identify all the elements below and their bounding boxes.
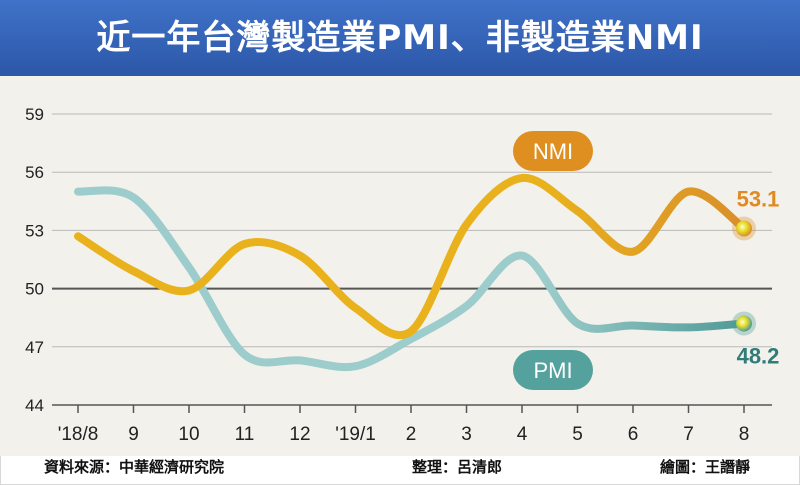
x-tick-label: 12: [289, 424, 310, 445]
series-name-pill-nmi: [513, 131, 593, 171]
graphic-credit: 繪圖：王譖靜: [660, 458, 751, 476]
legend-label-nmi: NMI: [533, 139, 573, 164]
end-value-label-nmi: 53.1: [737, 186, 780, 211]
y-tick-label: 50: [25, 280, 44, 299]
footer: 資料來源：中華經濟研究院 整理：呂清郎 繪圖：王譖靜: [0, 448, 800, 485]
x-tick-label: 9: [128, 424, 139, 445]
x-tick-label: 2: [406, 424, 417, 445]
x-tick-label: 7: [683, 424, 694, 445]
series-line-pmi: [74, 186, 748, 372]
y-tick-label: 53: [25, 221, 44, 240]
x-tick-label: 3: [461, 424, 472, 445]
x-tick-label: 6: [628, 424, 639, 445]
end-marker-nmi: [736, 220, 752, 237]
series-name-pill-pmi: [513, 350, 593, 390]
x-tick-label: 11: [235, 424, 255, 445]
x-tick-label: '19/1: [335, 424, 376, 445]
x-tick-label: '18/8: [58, 424, 99, 445]
x-tick-label: 5: [572, 424, 583, 445]
series-line-nmi: [74, 173, 748, 340]
x-tick-label: 10: [178, 424, 199, 445]
title-bar: 近一年台灣製造業PMI、非製造業NMI: [0, 0, 800, 76]
x-tick-label: 8: [739, 424, 750, 445]
end-marker-pmi: [736, 315, 752, 332]
y-tick-label: 47: [25, 338, 44, 357]
chart-title: 近一年台灣製造業PMI、非製造業NMI: [96, 18, 704, 58]
plot-background: [0, 76, 800, 456]
y-tick-label: 44: [25, 396, 44, 415]
source-credit: 資料來源：中華經濟研究院: [44, 458, 225, 476]
editor-credit: 整理：呂清郎: [412, 458, 503, 476]
y-tick-label: 56: [25, 163, 44, 182]
x-tick-label: 4: [517, 424, 528, 445]
y-tick-label: 59: [25, 105, 44, 124]
legend-label-pmi: PMI: [533, 358, 572, 383]
end-value-label-pmi: 48.2: [737, 344, 780, 369]
